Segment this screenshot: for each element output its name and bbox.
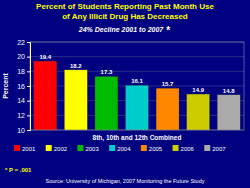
- legend-label: 2004: [117, 146, 131, 152]
- legend-swatch: [141, 145, 147, 151]
- y-tick-label: 20: [17, 53, 25, 60]
- y-tick-label: 10: [17, 127, 25, 134]
- subtitle-star: *: [166, 25, 170, 36]
- legend-label: 2005: [149, 146, 163, 152]
- data-label: 18.2: [70, 63, 82, 69]
- legend-label: 2007: [212, 146, 226, 152]
- data-label: 14.9: [192, 87, 204, 93]
- y-tick: 10: [17, 127, 30, 134]
- grid: [30, 42, 244, 130]
- legend-item: 2003: [77, 145, 99, 152]
- x-axis-title: 8th, 10th and 12th Combined: [93, 134, 182, 142]
- bar: [34, 61, 57, 130]
- y-tick-label: 18: [17, 68, 25, 75]
- y-tick-mark: [27, 42, 30, 43]
- y-tick-label: 16: [17, 83, 25, 90]
- chart: Percent of Students Reporting Past Month…: [0, 0, 250, 188]
- subtitle: 24% Decline 2001 to 2007: [78, 26, 165, 33]
- legend-swatch: [204, 145, 210, 151]
- y-tick: 22: [17, 39, 30, 46]
- source: Source: University of Michigan, 2007 Mon…: [46, 178, 205, 184]
- legend-swatch: [77, 145, 83, 151]
- y-tick: 20: [17, 53, 30, 60]
- y-axis-line: [27, 43, 31, 131]
- grid-line: [30, 71, 244, 72]
- bar: [126, 85, 149, 130]
- bar: [156, 88, 179, 130]
- y-tick: 14: [17, 97, 30, 104]
- data-label: 19.4: [39, 54, 51, 60]
- y-tick-label: 12: [17, 112, 25, 119]
- bar: [64, 70, 87, 130]
- y-tick-mark: [27, 71, 30, 72]
- data-label: 17.3: [101, 69, 113, 75]
- y-tick-mark: [27, 115, 30, 116]
- legend-swatch: [173, 145, 179, 151]
- plot-frame: [30, 42, 244, 130]
- legend-label: 2001: [22, 146, 36, 152]
- legend-item: 2007: [204, 145, 226, 152]
- y-tick: 16: [17, 83, 30, 90]
- legend-label: 2002: [54, 146, 68, 152]
- bars: [34, 61, 240, 130]
- legend-item: 2006: [173, 145, 195, 152]
- plot: 10 12 14 16 18 20 22 19.4 18.2 17.3 16.1 15.7 14.9 14…: [17, 39, 244, 134]
- data-label: 16.1: [131, 78, 143, 84]
- y-tick-label: 14: [17, 97, 25, 104]
- y-tick: 12: [17, 112, 30, 119]
- data-label: 14.8: [223, 88, 235, 94]
- legend-swatch: [109, 145, 115, 151]
- title: of Any Illicit Drug Has Decreased: [62, 12, 188, 21]
- data-label: 15.7: [162, 81, 174, 87]
- bar: [95, 76, 118, 130]
- legend: 2001 2002 2003 2004 2005 2006 2007: [14, 145, 226, 152]
- bar: [187, 94, 210, 130]
- bar: [217, 95, 240, 130]
- footnote: * P = .001: [5, 167, 32, 173]
- data-labels: 19.4 18.2 17.3 16.1 15.7 14.9 14.8: [39, 54, 235, 94]
- y-tick-mark: [27, 130, 30, 131]
- y-axis: 10 12 14 16 18 20 22: [17, 39, 30, 134]
- legend-item: 2002: [46, 145, 68, 152]
- y-tick-mark: [27, 101, 30, 102]
- legend-swatch: [46, 145, 52, 151]
- legend-item: 2005: [141, 145, 163, 152]
- y-tick-mark: [27, 57, 30, 58]
- legend-label: 2003: [85, 146, 99, 152]
- legend-item: 2004: [109, 145, 131, 152]
- background: [0, 0, 250, 188]
- legend-item: 2001: [14, 145, 36, 152]
- grid-line: [30, 56, 244, 57]
- legend-label: 2006: [181, 146, 195, 152]
- y-axis-title: Percent: [2, 72, 9, 98]
- legend-swatch: [14, 145, 20, 151]
- y-tick: 18: [17, 68, 30, 75]
- y-tick-mark: [27, 86, 30, 87]
- y-tick-label: 22: [17, 39, 25, 46]
- title: Percent of Students Reporting Past Month…: [36, 2, 214, 11]
